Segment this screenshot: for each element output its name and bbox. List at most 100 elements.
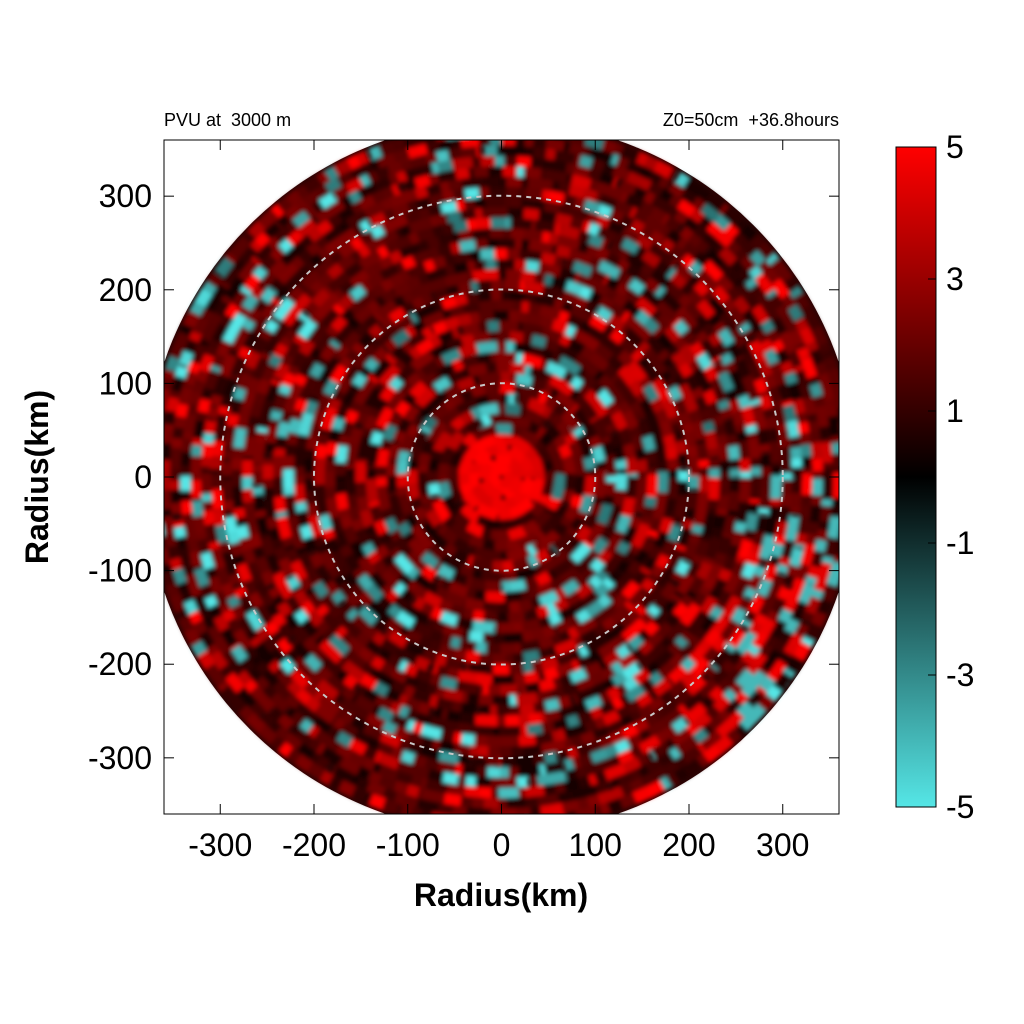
- pv-field-cell: [600, 552, 625, 578]
- y-tick-label: 0: [134, 459, 152, 495]
- pv-field-cell: [594, 602, 620, 625]
- pv-field-cell: [666, 546, 687, 571]
- pv-field-cell: [463, 124, 475, 137]
- pv-field-cell: [407, 281, 432, 301]
- colorbar-tick-label: 1: [946, 393, 964, 429]
- pv-field-cell: [448, 521, 470, 542]
- pv-field-cell: [689, 340, 707, 359]
- colorbar-tick-label: -1: [946, 525, 974, 561]
- pv-field-cell: [394, 461, 409, 477]
- pv-field-cell: [843, 464, 855, 483]
- pv-field-cell: [395, 610, 417, 631]
- x-tick-label: 100: [569, 827, 622, 863]
- pv-field-cell: [719, 406, 735, 421]
- pv-field-cell: [595, 304, 614, 323]
- pv-field-cell: [552, 387, 579, 412]
- pv-field-cell: [596, 387, 616, 407]
- pv-field-cell: [665, 445, 680, 460]
- pv-field-cell: [469, 247, 482, 262]
- pv-field-cell: [575, 582, 595, 601]
- pv-field-cell: [374, 465, 387, 477]
- pv-field-cell: [374, 476, 387, 488]
- plot-area: [148, 123, 855, 830]
- pv-field-cell: [472, 620, 496, 636]
- pv-field-cell: [498, 471, 518, 492]
- pv-field-cell: [430, 430, 452, 455]
- pv-field-cell: [657, 471, 670, 493]
- pv-field-cell: [164, 523, 166, 544]
- pv-field-cell: [464, 681, 480, 696]
- pv-field-cell: [271, 455, 285, 479]
- pv-field-cell: [422, 264, 448, 284]
- pv-field-cell: [686, 491, 701, 510]
- pv-field-cell: [503, 590, 524, 605]
- chart-title-left: PVU at 3000 m: [164, 110, 291, 130]
- pv-field-cell: [839, 507, 854, 531]
- pv-field-cell: [465, 650, 481, 665]
- pv-field-cell: [605, 382, 628, 407]
- pv-field-cell: [666, 477, 681, 499]
- pv-field-cell: [492, 298, 514, 311]
- pv-field-cell: [384, 387, 407, 412]
- colorbar-tick-label: -3: [946, 657, 974, 693]
- pv-field-cell: [451, 124, 472, 138]
- pv-field-cell: [607, 568, 625, 586]
- pv-field-cell: [503, 631, 527, 646]
- pv-field-cell: [491, 653, 507, 666]
- pv-field-cell: [506, 443, 527, 463]
- pv-field-cell: [602, 493, 617, 507]
- y-tick-label: 300: [99, 178, 152, 214]
- pv-field-cell: [447, 581, 473, 600]
- x-tick-label: 300: [756, 827, 809, 863]
- pv-field-cell: [484, 580, 501, 594]
- pv-field-cell: [443, 380, 462, 399]
- pv-field-cell: [607, 300, 628, 320]
- x-tick-label: -200: [282, 827, 346, 863]
- pv-field-cell: [436, 481, 452, 500]
- pv-field-cell: [513, 123, 532, 136]
- pv-field-cell: [393, 399, 411, 418]
- pv-field-cell: [539, 125, 553, 139]
- pv-field-cell: [409, 348, 435, 372]
- pv-field-cell: [454, 816, 477, 830]
- pv-field-cell: [356, 329, 376, 349]
- pv-field-cell: [579, 369, 600, 389]
- pv-field-cell: [312, 457, 326, 483]
- pv-field-cell: [597, 637, 624, 660]
- pv-field-cell: [841, 495, 855, 521]
- pv-field-cell: [384, 475, 398, 492]
- pv-field-cell: [436, 463, 450, 478]
- pv-field-cell: [357, 646, 376, 665]
- pv-field-cell: [671, 350, 689, 369]
- pv-field-cell: [394, 363, 416, 385]
- pv-field-cell: [841, 435, 855, 460]
- pv-field-cell: [444, 590, 467, 609]
- pv-field-cell: [840, 428, 854, 444]
- pv-field-cell: [148, 501, 163, 528]
- pv-field-cell: [838, 419, 839, 434]
- pv-field-cell: [596, 500, 616, 526]
- pv-field-cell: [530, 423, 547, 440]
- pv-field-cell: [302, 458, 316, 475]
- pv-field-cell: [526, 396, 548, 415]
- pv-field-cell: [361, 385, 383, 410]
- y-tick-label: -200: [88, 646, 152, 682]
- pv-field-cell: [676, 492, 690, 506]
- pv-field-cell: [475, 673, 493, 687]
- pv-field-cell: [526, 124, 539, 137]
- chart-title-right: Z0=50cm +36.8hours: [663, 110, 839, 130]
- pv-field-cell: [627, 588, 649, 610]
- pv-field-cell: [528, 300, 542, 315]
- pv-field-cell: [481, 123, 506, 136]
- pv-field-cell: [164, 420, 165, 433]
- pv-field-cell: [374, 298, 399, 321]
- pv-field-cell: [678, 470, 691, 482]
- pv-field-cell: [465, 520, 486, 540]
- pv-field-cell: [420, 564, 438, 583]
- y-tick-label: -100: [88, 553, 152, 589]
- pv-field-cell: [291, 484, 306, 507]
- x-tick-label: -300: [188, 827, 252, 863]
- pv-field-cell: [686, 444, 700, 457]
- pv-field-cell: [308, 379, 327, 400]
